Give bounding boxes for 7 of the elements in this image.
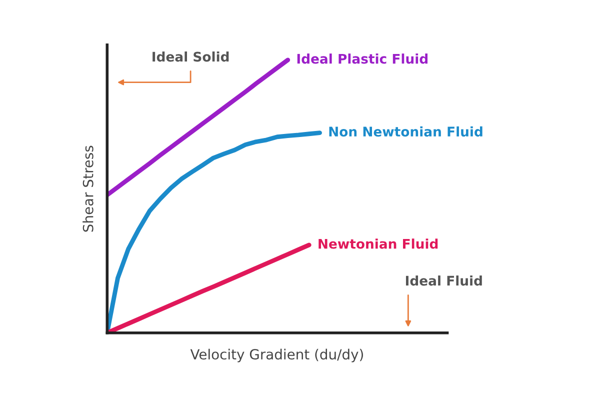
- x-axis-title: Velocity Gradient (du/dy): [190, 348, 363, 362]
- annotation: Ideal Solid: [152, 51, 229, 62]
- annotation: Ideal Fluid: [406, 275, 482, 286]
- series-label: Ideal Plastic Fluid: [297, 54, 428, 64]
- y-axis-title: Shear Stress: [82, 146, 94, 232]
- series-label: Non Newtonian Fluid: [329, 126, 482, 137]
- series-label: Newtonian Fluid: [318, 238, 438, 249]
